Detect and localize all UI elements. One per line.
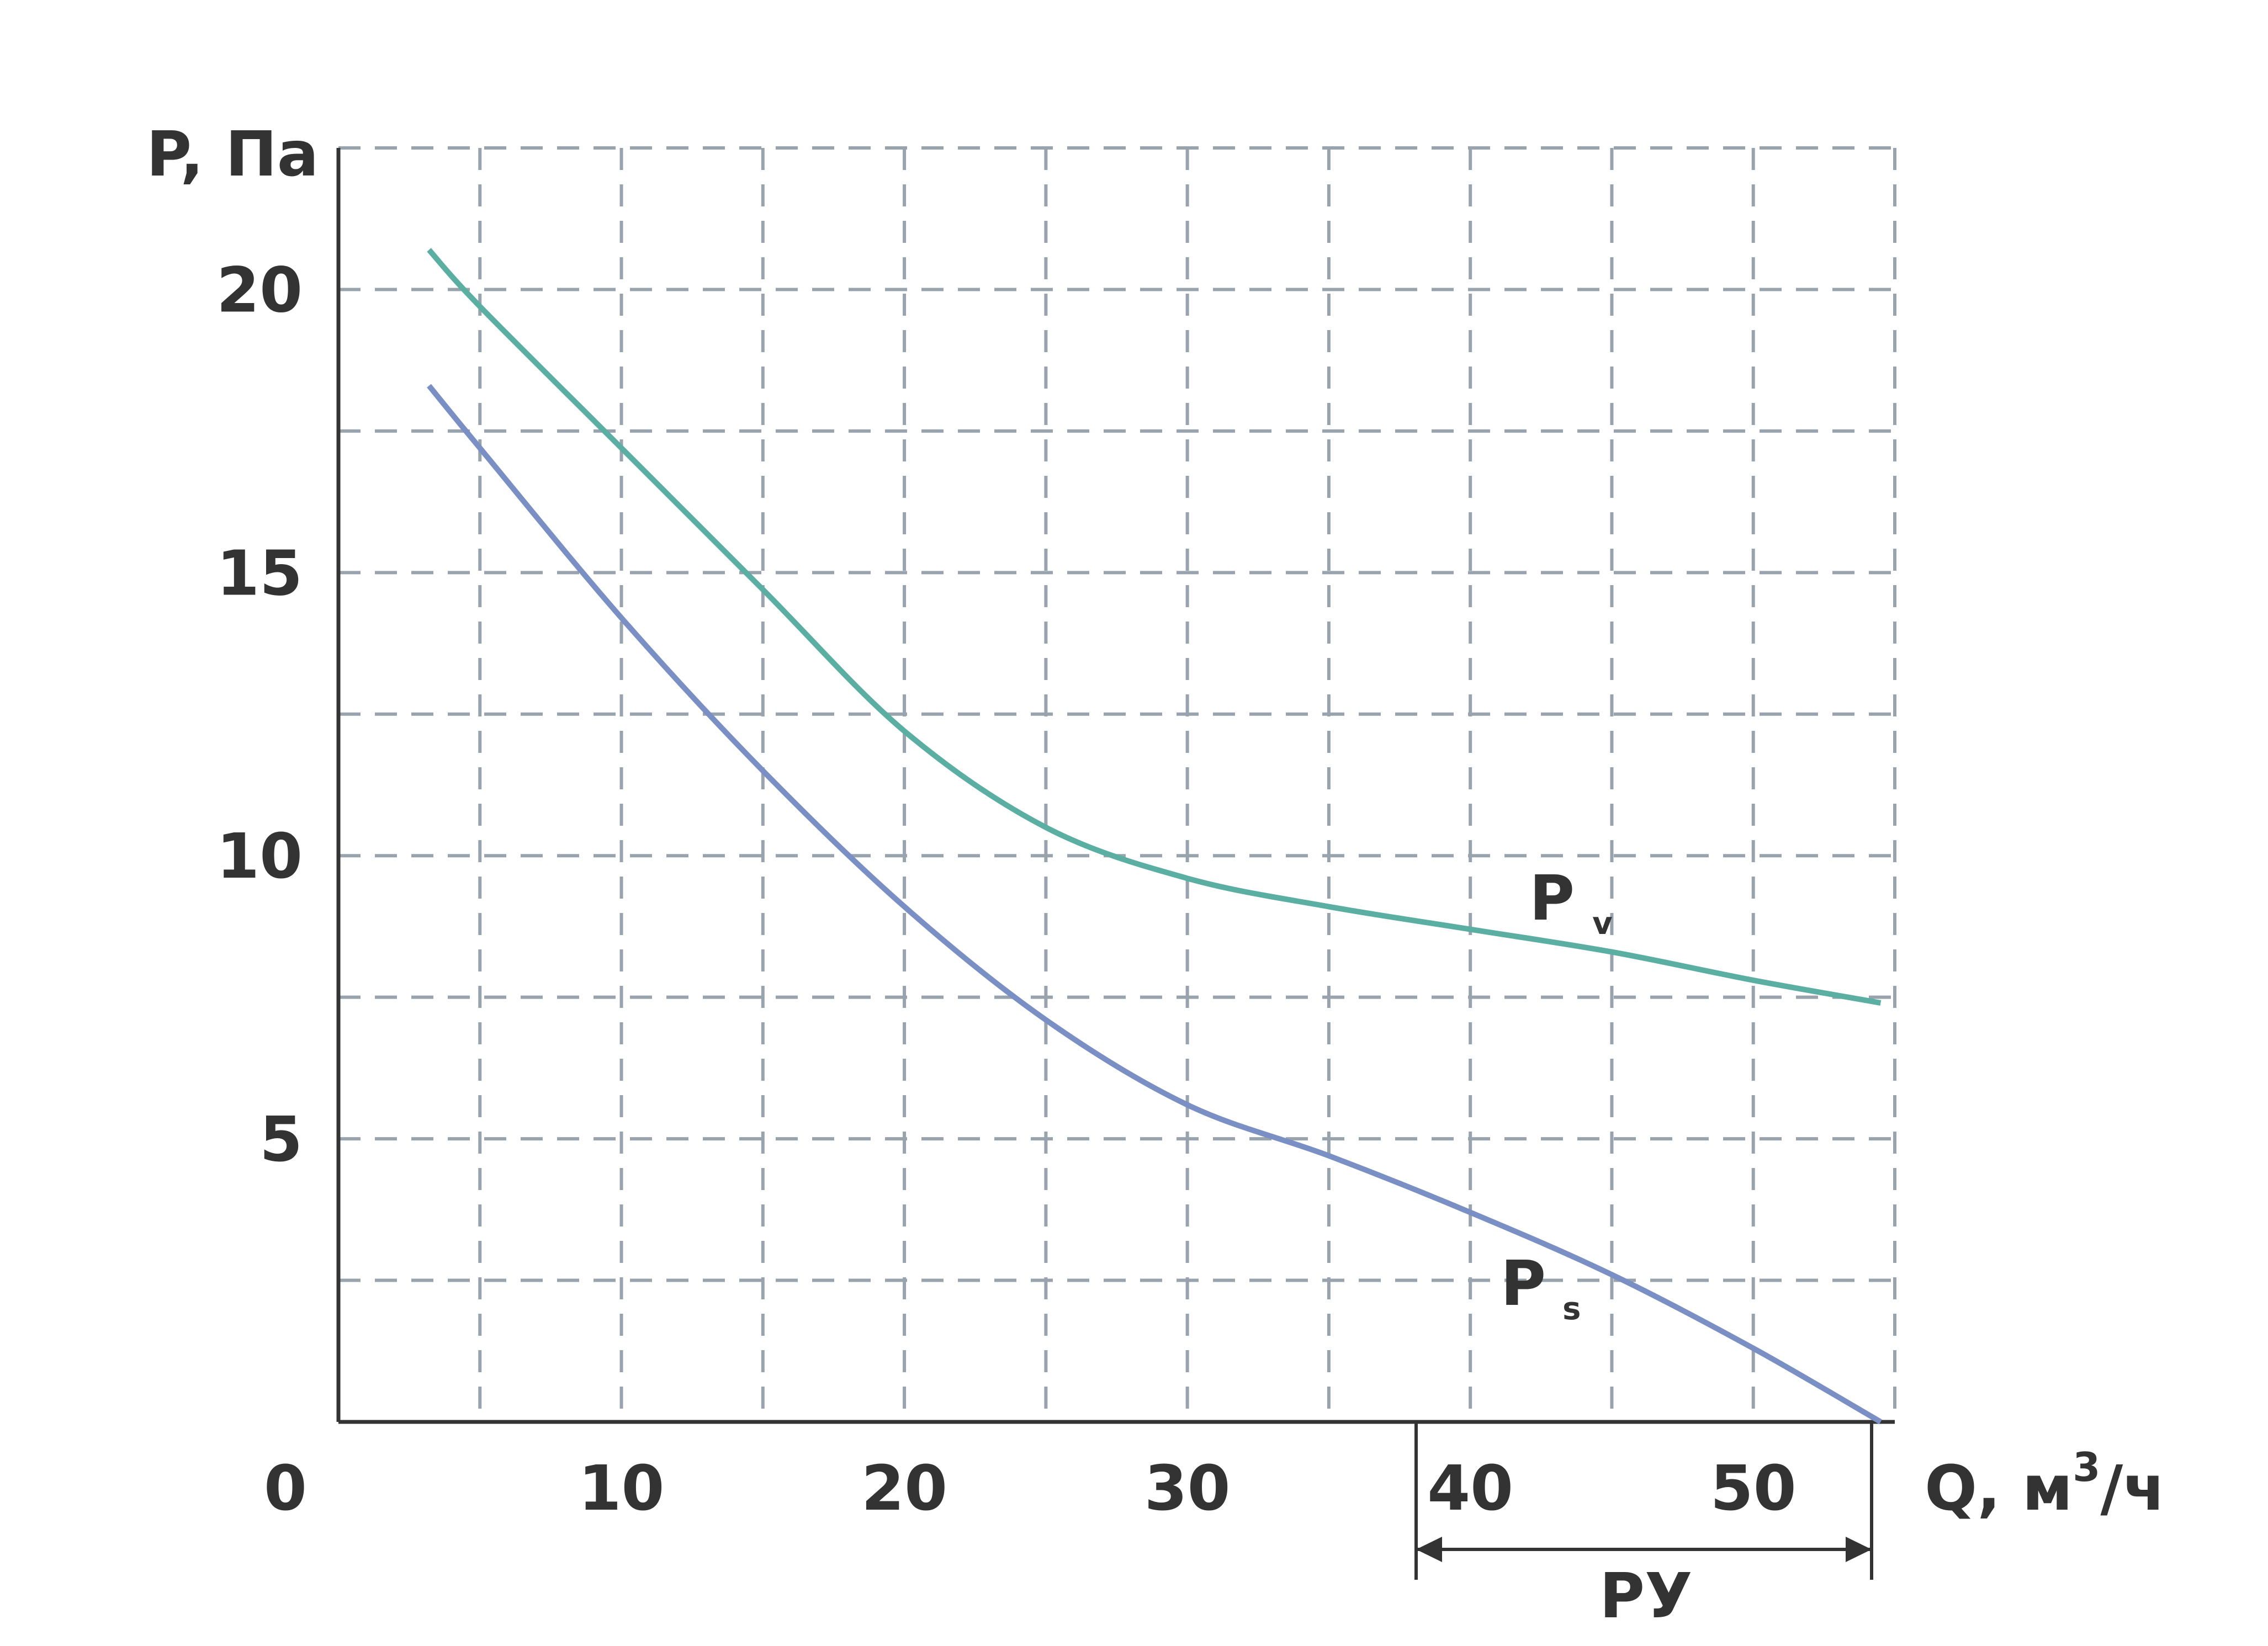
- range-marker-left-arrowhead: [1416, 1537, 1442, 1562]
- x-tick-label: 40: [1427, 1453, 1513, 1525]
- series-lines: [427, 248, 1882, 1425]
- x-axis-title: Q, м3/ч: [1925, 1444, 2165, 1525]
- range-marker: PУ: [1414, 1422, 1873, 1632]
- chart-grid: [338, 146, 1896, 1422]
- x-tick-label: 30: [1144, 1453, 1231, 1525]
- series-label-ps-sub: s: [1562, 1291, 1581, 1327]
- series-line-ps: [427, 384, 1882, 1425]
- origin-label: 0: [264, 1453, 307, 1525]
- series-label-pv-main: P: [1529, 863, 1575, 934]
- series-line-pv: [427, 248, 1882, 1006]
- x-tick-label: 20: [861, 1453, 947, 1525]
- x-axis-title-main: Q, м: [1925, 1453, 2073, 1525]
- range-marker-label: PУ: [1599, 1560, 1692, 1632]
- tick-labels: 10 20 30 40 50 5 10 15 20: [216, 254, 1797, 1525]
- y-tick-label: 20: [216, 254, 303, 326]
- x-tick-label: 50: [1710, 1453, 1797, 1525]
- series-label-ps-main: P: [1501, 1248, 1546, 1320]
- x-axis-title-sup: 3: [2073, 1444, 2100, 1490]
- y-axis-title: P, Па: [146, 119, 319, 190]
- y-tick-label: 15: [216, 538, 303, 609]
- x-axis-title-end: /ч: [2100, 1453, 2165, 1525]
- x-tick-label: 10: [579, 1453, 665, 1525]
- y-tick-label: 10: [216, 821, 303, 893]
- range-marker-right-arrowhead: [1846, 1537, 1872, 1562]
- series-label-pv-sub: v: [1592, 906, 1613, 942]
- y-tick-label: 5: [259, 1104, 303, 1176]
